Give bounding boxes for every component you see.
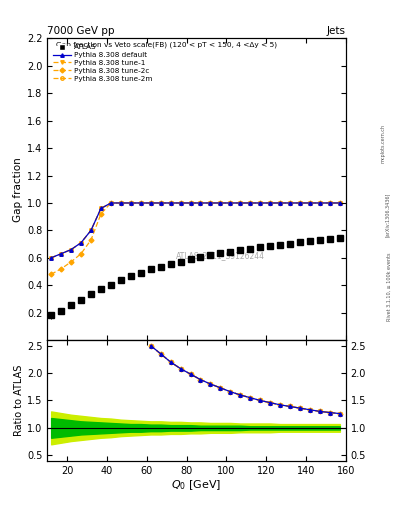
Y-axis label: Gap fraction: Gap fraction — [13, 157, 23, 222]
Y-axis label: Ratio to ATLAS: Ratio to ATLAS — [14, 365, 24, 436]
X-axis label: $Q_0$ [GeV]: $Q_0$ [GeV] — [171, 478, 222, 492]
Text: mcplots.cern.ch: mcplots.cern.ch — [381, 124, 386, 163]
Text: Rivet 3.1.10, ≥ 100k events: Rivet 3.1.10, ≥ 100k events — [387, 252, 391, 321]
Text: [arXiv:1306.3436]: [arXiv:1306.3436] — [385, 193, 389, 237]
Legend: ATLAS, Pythia 8.308 default, Pythia 8.308 tune-1, Pythia 8.308 tune-2c, Pythia 8: ATLAS, Pythia 8.308 default, Pythia 8.30… — [51, 42, 154, 84]
Text: ATLAS_2011_S9126244: ATLAS_2011_S9126244 — [176, 251, 265, 260]
Text: 7000 GeV pp: 7000 GeV pp — [47, 26, 115, 36]
Text: Gap fraction vs Veto scale(FB) (120 < pT < 150, 4 <Δy < 5): Gap fraction vs Veto scale(FB) (120 < pT… — [56, 41, 277, 48]
Text: Jets: Jets — [327, 26, 346, 36]
